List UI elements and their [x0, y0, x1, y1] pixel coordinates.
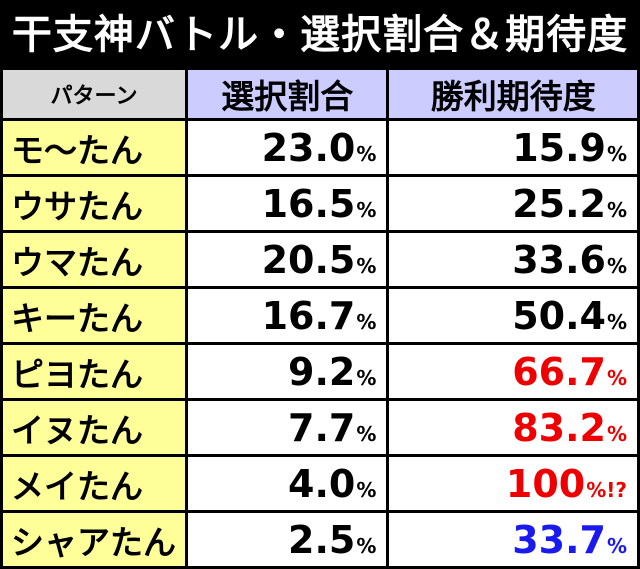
table-row: ピヨたん 9.2% 66.7% [0, 345, 640, 401]
pattern-name: イヌたん [0, 401, 188, 457]
win-expectation-cell: 100%!? [389, 457, 640, 513]
header-win-expectation: 勝利期待度 [389, 70, 640, 121]
selection-rate-cell: 16.5% [188, 177, 390, 233]
selection-rate-cell: 23.0% [188, 121, 390, 177]
table-row: ウサたん 16.5% 25.2% [0, 177, 640, 233]
percent-unit: % [606, 141, 627, 166]
win-expectation-value: 83.2 [512, 405, 606, 450]
table-row: ウマたん 20.5% 33.6% [0, 233, 640, 289]
percent-unit: % [356, 533, 377, 558]
win-expectation-value: 50.4 [512, 293, 606, 338]
win-expectation-value: 15.9 [512, 125, 606, 170]
win-expectation-cell: 50.4% [389, 289, 640, 345]
pattern-name: キーたん [0, 289, 188, 345]
selection-rate-cell: 2.5% [188, 513, 390, 569]
percent-unit: % [356, 309, 377, 334]
percent-unit: % [606, 365, 627, 390]
selection-rate-value: 20.5 [261, 237, 356, 282]
win-expectation-value: 33.6 [512, 237, 606, 282]
probability-table: パターン 選択割合 勝利期待度 モ〜たん 23.0% 15.9% ウサたん 16… [0, 70, 640, 569]
selection-rate-value: 4.0 [288, 461, 356, 506]
win-expectation-cell: 33.7% [389, 513, 640, 569]
table-row: シャアたん 2.5% 33.7% [0, 513, 640, 569]
percent-unit: % [356, 253, 377, 278]
percent-unit: % [606, 309, 627, 334]
selection-rate-value: 2.5 [288, 517, 356, 562]
pattern-name: ウサたん [0, 177, 188, 233]
win-expectation-value: 66.7 [512, 349, 606, 394]
selection-rate-cell: 9.2% [188, 345, 390, 401]
table-header-row: パターン 選択割合 勝利期待度 [0, 70, 640, 121]
percent-unit: % [606, 197, 627, 222]
win-expectation-cell: 66.7% [389, 345, 640, 401]
percent-unit: % [606, 421, 627, 446]
pattern-name: ウマたん [0, 233, 188, 289]
table-row: モ〜たん 23.0% 15.9% [0, 121, 640, 177]
win-expectation-cell: 83.2% [389, 401, 640, 457]
win-expectation-value: 33.7 [512, 517, 606, 562]
header-selection-rate: 選択割合 [188, 70, 390, 121]
pattern-name: モ〜たん [0, 121, 188, 177]
page-title: 干支神バトル・選択割合＆期待度 [0, 0, 640, 70]
selection-rate-value: 16.7 [261, 293, 356, 338]
selection-rate-value: 7.7 [288, 405, 356, 450]
win-expectation-value: 25.2 [512, 181, 606, 226]
selection-rate-cell: 16.7% [188, 289, 390, 345]
selection-rate-cell: 4.0% [188, 457, 390, 513]
selection-rate-value: 16.5 [261, 181, 356, 226]
percent-unit: % [606, 533, 627, 558]
pattern-name: ピヨたん [0, 345, 188, 401]
table-row: イヌたん 7.7% 83.2% [0, 401, 640, 457]
percent-unit: % [356, 421, 377, 446]
selection-rate-cell: 7.7% [188, 401, 390, 457]
table-row: メイたん 4.0% 100%!? [0, 457, 640, 513]
win-expectation-cell: 33.6% [389, 233, 640, 289]
selection-rate-value: 9.2 [288, 349, 356, 394]
win-expectation-cell: 15.9% [389, 121, 640, 177]
percent-unit: %!? [586, 477, 627, 502]
percent-unit: % [356, 197, 377, 222]
selection-rate-value: 23.0 [261, 125, 356, 170]
percent-unit: % [356, 141, 377, 166]
selection-rate-cell: 20.5% [188, 233, 390, 289]
pattern-name: メイたん [0, 457, 188, 513]
percent-unit: % [606, 253, 627, 278]
percent-unit: % [356, 477, 377, 502]
pattern-name: シャアたん [0, 513, 188, 569]
table-row: キーたん 16.7% 50.4% [0, 289, 640, 345]
win-expectation-value: 100 [505, 461, 586, 506]
percent-unit: % [356, 365, 377, 390]
win-expectation-cell: 25.2% [389, 177, 640, 233]
header-pattern: パターン [0, 70, 188, 121]
